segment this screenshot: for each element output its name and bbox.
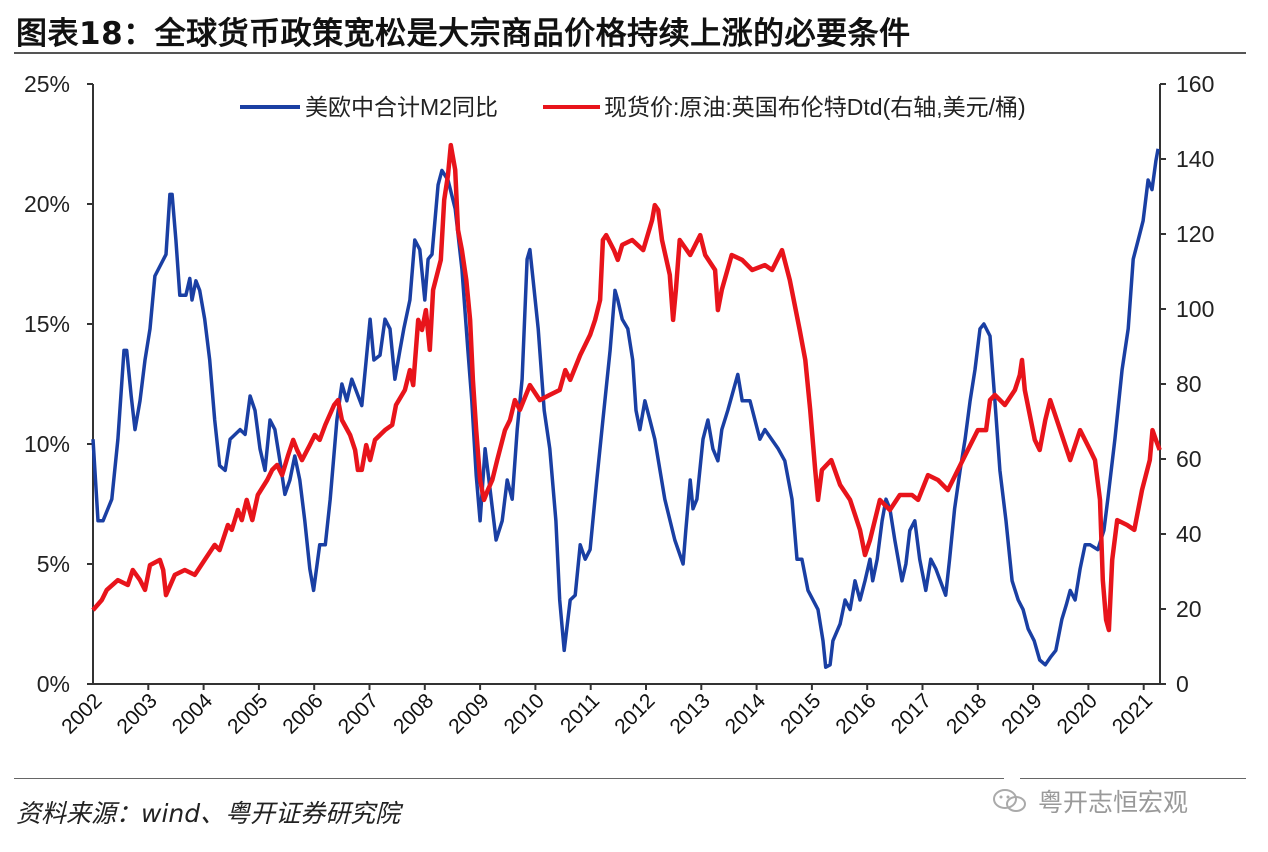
y-left-tick-label: 0% <box>37 671 70 697</box>
y-right-tick-label: 140 <box>1176 146 1214 172</box>
y-right-tick-label: 120 <box>1176 221 1214 247</box>
x-tick-label: 2021 <box>1108 689 1157 738</box>
y-left-tick-label: 5% <box>37 551 70 577</box>
y-right-tick-label: 20 <box>1176 596 1202 622</box>
x-tick-label: 2016 <box>831 689 880 738</box>
x-tick-label: 2011 <box>556 689 604 737</box>
x-tick-label: 2020 <box>1053 689 1102 738</box>
series-line-m2 <box>91 148 1160 669</box>
x-tick-label: 2017 <box>887 689 936 738</box>
x-tick-label: 2010 <box>500 689 549 738</box>
x-tick-label: 2019 <box>997 689 1046 738</box>
y-left-tick-label: 15% <box>24 311 70 337</box>
y-left-tick-label: 25% <box>24 71 70 97</box>
y-right-tick-label: 160 <box>1176 71 1214 97</box>
legend-label-m2: 美欧中合计M2同比 <box>305 94 498 120</box>
y-right-tick-label: 0 <box>1176 671 1189 697</box>
y-left-tick-label: 10% <box>24 431 70 457</box>
chart-title: 图表18：全球货币政策宽松是大宗商品价格持续上涨的必要条件 <box>16 16 911 52</box>
y-right-tick-label: 100 <box>1176 296 1214 322</box>
x-tick-label: 2015 <box>776 689 825 738</box>
y-right-tick-label: 40 <box>1176 521 1202 547</box>
chart: 0% 5% 10% 15% 20% 25% 0 20 40 60 80 100 120 140 160 200… <box>24 71 1214 739</box>
legend-label-brent: 现货价:原油:英国布伦特Dtd(右轴,美元/桶) <box>604 94 1026 120</box>
y-right-tick-label: 80 <box>1176 371 1202 397</box>
x-tick-label: 2009 <box>444 689 493 738</box>
x-tick-label: 2013 <box>666 689 715 738</box>
footer-divider <box>1020 778 1246 779</box>
series-lines <box>91 142 1162 669</box>
series-line-brent <box>91 142 1162 633</box>
x-tick-label: 2007 <box>334 689 383 738</box>
y-left-tick-label: 20% <box>24 191 70 217</box>
footer-divider <box>14 778 1004 779</box>
x-tick-label: 2006 <box>278 689 327 738</box>
x-tick-label: 2008 <box>389 689 438 738</box>
title-divider <box>14 52 1246 54</box>
legend: 美欧中合计M2同比 现货价:原油:英国布伦特Dtd(右轴,美元/桶) <box>240 94 1026 120</box>
x-tick-label: 2012 <box>610 689 659 738</box>
axes: 0% 5% 10% 15% 20% 25% 0 20 40 60 80 100 120 140 160 200… <box>24 71 1214 739</box>
watermark: 粤开志恒宏观 <box>990 783 1188 819</box>
watermark-text: 粤开志恒宏观 <box>1038 788 1189 817</box>
x-tick-label: 2003 <box>113 689 162 738</box>
x-tick-label: 2005 <box>223 689 272 738</box>
x-tick-label: 2014 <box>721 689 771 739</box>
source-note: 资料来源：wind、粤开证券研究院 <box>16 799 401 828</box>
wechat-icon <box>993 789 1026 812</box>
y-right-tick-label: 60 <box>1176 446 1202 472</box>
x-tick-label: 2018 <box>942 689 991 738</box>
x-tick-label: 2004 <box>168 689 218 739</box>
